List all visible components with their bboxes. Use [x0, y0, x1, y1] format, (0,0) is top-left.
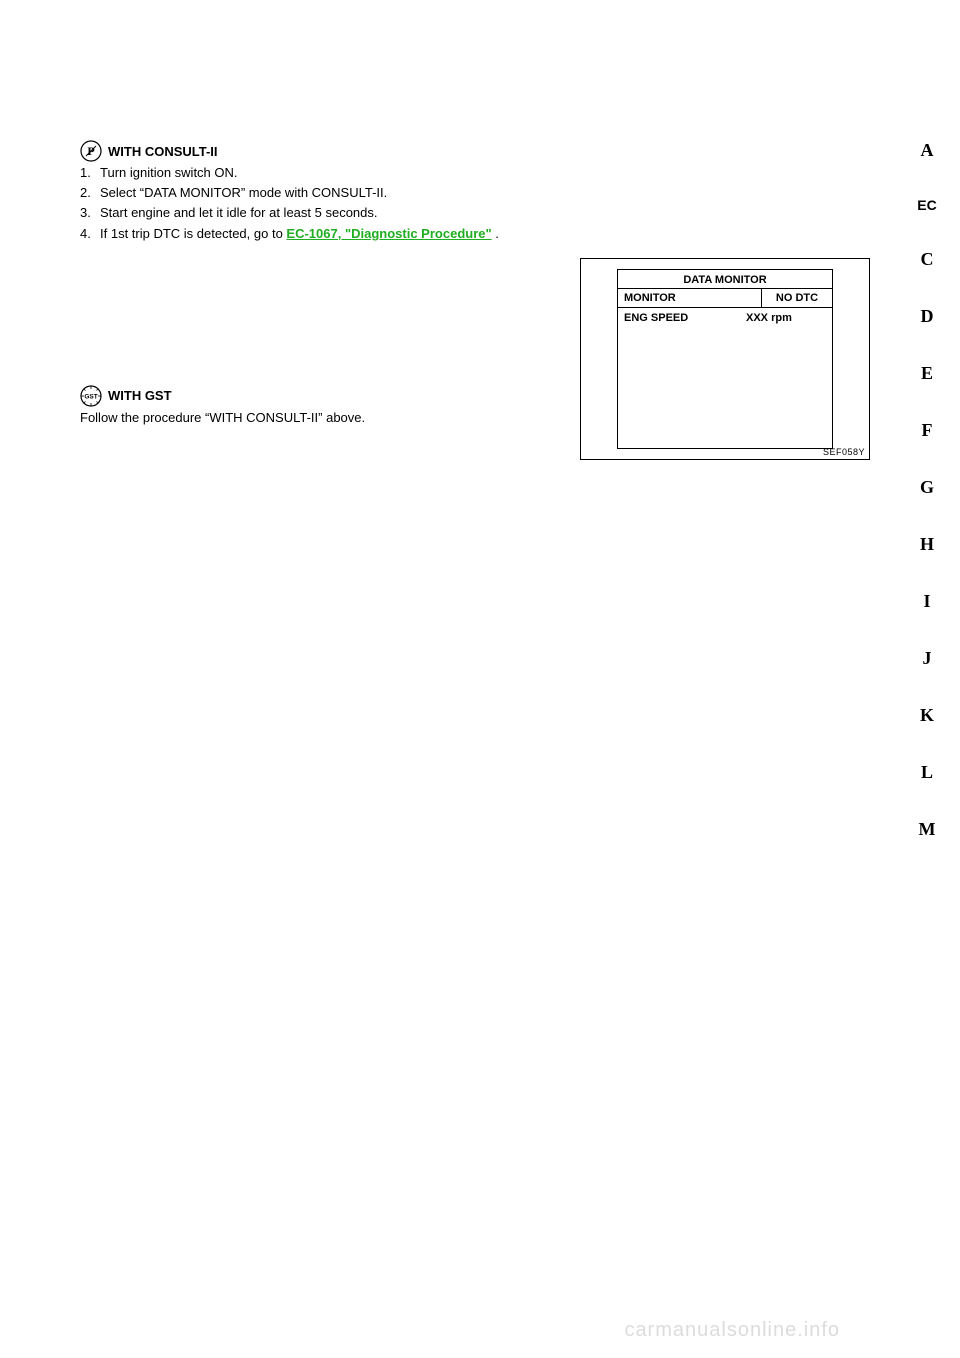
tab-g[interactable]: G	[912, 477, 942, 498]
monitor-row-label: ENG SPEED	[624, 312, 746, 324]
tab-k[interactable]: K	[912, 705, 942, 726]
data-monitor-screen: DATA MONITOR MONITOR NO DTC ENG SPEED XX…	[617, 269, 833, 449]
consult-step-list: 1. Turn ignition switch ON. 2. Select “D…	[80, 164, 540, 243]
tab-ec[interactable]: EC	[912, 197, 942, 213]
figure-reference-code: SEF058Y	[823, 447, 865, 457]
step-1: 1. Turn ignition switch ON.	[80, 164, 540, 182]
step-2: 2. Select “DATA MONITOR” mode with CONSU…	[80, 184, 540, 202]
step-3: 3. Start engine and let it idle for at l…	[80, 204, 540, 222]
diagnostic-procedure-link[interactable]: EC-1067, "Diagnostic Procedure"	[286, 226, 491, 241]
monitor-data-row: ENG SPEED XXX rpm	[618, 308, 832, 328]
step-4: 4. If 1st trip DTC is detected, go to EC…	[80, 225, 540, 243]
consult-p-icon: P	[80, 140, 102, 162]
tab-h[interactable]: H	[912, 534, 942, 555]
page-container: A EC C D E F G H I J K L M P WITH CONSUL…	[0, 0, 960, 467]
step-suffix: .	[492, 226, 499, 241]
monitor-header-row: MONITOR NO DTC	[618, 289, 832, 308]
tab-i[interactable]: I	[912, 591, 942, 612]
monitor-title: DATA MONITOR	[618, 270, 832, 289]
step-num: 4.	[80, 225, 91, 243]
step-num: 2.	[80, 184, 91, 202]
watermark-text: carmanualsonline.info	[624, 1319, 840, 1342]
step-text: Turn ignition switch ON.	[100, 165, 238, 180]
gst-icon: GST	[80, 385, 102, 407]
step-num: 3.	[80, 204, 91, 222]
step-num: 1.	[80, 164, 91, 182]
section-index-tabs: A EC C D E F G H I J K L M	[912, 140, 942, 840]
data-monitor-figure: DATA MONITOR MONITOR NO DTC ENG SPEED XX…	[580, 258, 870, 460]
step-text: Select “DATA MONITOR” mode with CONSULT-…	[100, 185, 387, 200]
svg-text:GST: GST	[84, 393, 97, 400]
tab-f[interactable]: F	[912, 420, 942, 441]
monitor-header-left: MONITOR	[618, 289, 762, 307]
tab-m[interactable]: M	[912, 819, 942, 840]
with-consult-row: P WITH CONSULT-II	[80, 140, 860, 162]
tab-j[interactable]: J	[912, 648, 942, 669]
step-text: Start engine and let it idle for at leas…	[100, 205, 378, 220]
tab-e[interactable]: E	[912, 363, 942, 384]
step-prefix: If 1st trip DTC is detected, go to	[100, 226, 286, 241]
monitor-header-right: NO DTC	[762, 289, 832, 307]
monitor-row-value: XXX rpm	[746, 312, 826, 324]
with-gst-label: WITH GST	[108, 388, 172, 403]
with-consult-label: WITH CONSULT-II	[108, 144, 218, 159]
tab-a[interactable]: A	[912, 140, 942, 161]
tab-c[interactable]: C	[912, 249, 942, 270]
tab-l[interactable]: L	[912, 762, 942, 783]
tab-d[interactable]: D	[912, 306, 942, 327]
